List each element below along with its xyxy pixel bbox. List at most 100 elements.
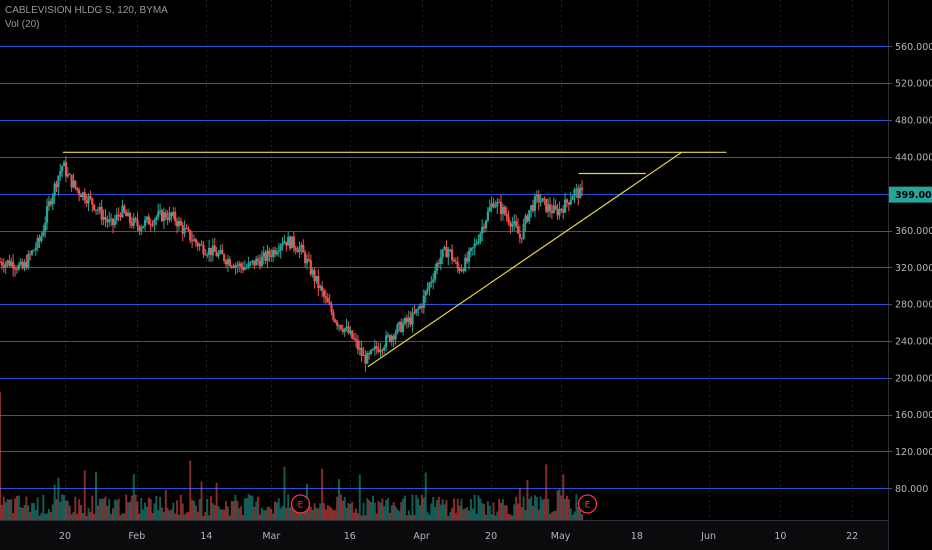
candle-body [326, 297, 329, 303]
candle-body [343, 328, 346, 332]
volume-bar [198, 499, 201, 520]
volume-bar [535, 496, 538, 520]
volume-bar [29, 512, 32, 520]
volume-bar [347, 502, 350, 520]
candle-body [511, 223, 514, 227]
volume-bar [47, 509, 50, 520]
candle-body [29, 254, 32, 256]
volume-bar [336, 496, 339, 520]
candle-body [140, 228, 143, 232]
earnings-event-label: E [298, 501, 304, 511]
candle-body [288, 236, 292, 249]
volume-bar [149, 499, 152, 520]
candle-body [134, 217, 137, 220]
volume-bar [170, 509, 173, 520]
candle-body [272, 250, 275, 257]
volume-bar [78, 499, 81, 520]
price-tick-label: 200.000 [895, 373, 932, 384]
candle-body [17, 264, 20, 270]
volume-bar [539, 496, 542, 520]
volume-bar [127, 502, 130, 520]
volume-bar [543, 498, 546, 520]
volume-bar [68, 505, 71, 520]
candle-body [221, 249, 224, 255]
volume-bar [270, 508, 273, 520]
volume-bar [560, 495, 563, 520]
volume-bar [281, 506, 284, 520]
candle-body [202, 244, 205, 255]
candle-body [548, 204, 552, 211]
volume-bar [290, 502, 293, 520]
volume-bar [8, 499, 11, 520]
volume-bar [545, 464, 548, 520]
volume-bar [309, 506, 312, 520]
candle-body [277, 250, 280, 252]
volume-bar [319, 503, 322, 520]
candle-body [563, 199, 567, 213]
volume-bar [532, 505, 535, 520]
volume-bar [0, 504, 3, 520]
volume-bar [57, 477, 60, 520]
candle-body [426, 288, 429, 292]
candle-body [115, 214, 118, 221]
symbol-title[interactable]: CABLEVISION HLDG S, 120, BYMA [5, 5, 168, 16]
volume-bar [518, 487, 521, 520]
candle-body [153, 220, 156, 226]
candle-body [162, 212, 165, 222]
volume-bar [415, 494, 418, 520]
candle-body [243, 267, 246, 270]
volume-bar [381, 498, 384, 520]
volume-bar [196, 511, 199, 520]
candle-body [449, 249, 452, 251]
candle-body [501, 206, 505, 215]
candle-body [85, 200, 88, 204]
candle-body [160, 210, 164, 222]
volume-bar [185, 512, 188, 520]
volume-bar [388, 512, 391, 520]
price-tick-label: 520.000 [895, 79, 932, 90]
candle-body [49, 201, 52, 205]
candle-body [560, 208, 563, 210]
candle-body [91, 198, 94, 205]
candle-body [334, 319, 337, 323]
candle-body [126, 212, 130, 217]
volume-bar [321, 468, 324, 520]
candle-body [38, 238, 41, 242]
volume-bar [66, 500, 69, 520]
candle-body [175, 221, 179, 227]
volume-bars [0, 392, 584, 520]
time-axis[interactable]: 20 Feb 14 Mar 16 Apr 20 May 18 Jun 10 22 [59, 531, 858, 542]
volume-bar [23, 504, 26, 520]
volume-bar [462, 509, 465, 520]
volume-bar [147, 497, 150, 520]
candle-body [102, 217, 105, 220]
volume-indicator-label[interactable]: Vol (20) [5, 19, 40, 30]
time-tick-label: Jun [700, 531, 716, 542]
candle-body [164, 212, 167, 218]
volume-bar [324, 509, 327, 520]
price-axis[interactable]: 560.000520.000480.000440.000400.000360.0… [888, 42, 932, 495]
trend-drawings[interactable] [62, 151, 727, 368]
candle-body [132, 217, 135, 226]
candle-body [341, 329, 344, 332]
volume-bar [405, 515, 408, 520]
candle-body [157, 211, 160, 218]
time-tick-label: Mar [262, 531, 280, 542]
volume-bar [537, 509, 540, 520]
candle-body [388, 335, 392, 342]
volume-bar [236, 500, 239, 520]
volume-bar [157, 509, 160, 520]
volume-bar [579, 502, 582, 520]
volume-bar [226, 506, 229, 520]
volume-bar [328, 506, 331, 520]
volume-bar [517, 503, 519, 520]
candle-body [550, 210, 554, 214]
time-tick-label: 22 [846, 531, 858, 542]
volume-bar [172, 502, 175, 520]
volume-bar [383, 506, 386, 520]
candle-body [294, 247, 297, 251]
volume-bar [112, 508, 115, 520]
volume-bar [128, 501, 131, 520]
